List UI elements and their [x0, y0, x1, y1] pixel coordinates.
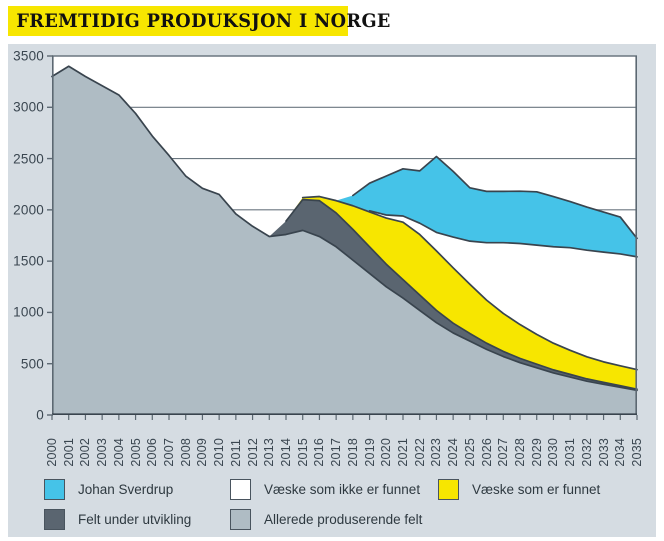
x-axis-tick-label: 2026: [479, 438, 494, 467]
y-axis: 0 500 1000 1500 2000 2500 3000 3500: [8, 49, 44, 423]
y-axis-tick-label: 1000: [13, 304, 44, 320]
x-axis-tick-label: 2011: [228, 439, 243, 467]
area-outline: [301, 195, 638, 371]
y-axis-tick-label: 2500: [13, 151, 44, 167]
legend-swatch: [44, 508, 65, 530]
page-title: FREMTIDIG PRODUKSJON I NORGE: [16, 10, 391, 32]
x-axis-tick-label: 2022: [412, 438, 427, 467]
area-outline: [285, 198, 638, 390]
area-band: [52, 66, 637, 370]
stacked-area-chart: [47, 55, 638, 420]
x-axis-tick-label: 2030: [546, 438, 561, 467]
y-axis-tick-label: 3000: [13, 99, 44, 115]
plot-area: [47, 55, 638, 420]
x-axis-tick-label: 2003: [95, 438, 110, 467]
x-axis-tick-label: 2018: [345, 438, 360, 467]
x-axis-tick-label: 2016: [312, 438, 327, 467]
x-axis-tick-label: 2010: [212, 438, 227, 467]
x-axis-tick-label: 2002: [78, 438, 93, 467]
y-axis-tick-label: 0: [36, 407, 44, 423]
area-band: [52, 66, 637, 257]
area-band: [52, 66, 637, 391]
y-axis-tick-label: 500: [20, 356, 44, 372]
x-axis-tick-label: 2019: [362, 438, 377, 467]
legend-label: Felt under utvikling: [78, 511, 192, 527]
x-axis-tick-label: 2015: [295, 438, 310, 467]
x-axis-tick-label: 2020: [379, 438, 394, 467]
legend-swatch: [438, 478, 459, 500]
chart-legend: Johan Sverdrup Væske som ikke er funnet Væ…: [8, 469, 656, 537]
x-axis-tick-label: 2021: [396, 438, 410, 467]
legend-item[interactable]: Allerede produserende felt: [230, 507, 422, 531]
legend-swatch: [44, 478, 65, 500]
x-axis-tick-label: 2001: [61, 438, 76, 467]
legend-label: Johan Sverdrup: [78, 481, 174, 497]
x-axis-tick-label: 2009: [195, 438, 210, 467]
x-axis-tick-label: 2035: [630, 438, 644, 467]
legend-item[interactable]: Johan Sverdrup: [44, 477, 173, 501]
legend-item[interactable]: Felt under utvikling: [44, 507, 191, 531]
x-axis-tick-label: 2029: [529, 438, 544, 467]
x-axis-tick-label: 2027: [496, 438, 511, 467]
x-axis-tick-label: 2004: [111, 438, 126, 467]
legend-swatch: [230, 478, 251, 500]
legend-label: Væske som er funnet: [472, 481, 601, 497]
legend-item[interactable]: Væske som er funnet: [438, 477, 600, 501]
x-axis-tick-label: 2006: [145, 438, 160, 467]
chart-panel: 0 500 1000 1500 2000 2500 3000 3500 2000 2001 200…: [8, 44, 656, 469]
legend-swatch: [230, 508, 251, 530]
x-axis-tick-label: 2032: [579, 438, 594, 467]
x-axis-tick-label: 2024: [446, 438, 461, 467]
x-axis-tick-label: 2000: [45, 438, 59, 467]
area-band: [52, 66, 637, 390]
y-axis-tick-label: 2000: [13, 202, 44, 218]
legend-label: Allerede produserende felt: [264, 511, 423, 527]
area-outline: [51, 65, 638, 392]
x-axis-tick-label: 2017: [329, 438, 344, 467]
title-banner: FREMTIDIG PRODUKSJON I NORGE: [8, 6, 390, 36]
x-axis-tick-label: 2023: [429, 438, 444, 467]
legend-item[interactable]: Væske som ikke er funnet: [230, 477, 420, 501]
x-axis-tick-label: 2028: [513, 438, 527, 467]
x-axis: 2000 2001 2002 2003 2004 2005 2006 2007 2008 2009…: [45, 419, 644, 467]
y-axis-tick-label: 1500: [13, 253, 44, 269]
x-axis-tick-label: 2005: [128, 438, 143, 467]
x-axis-tick-label: 2013: [262, 438, 277, 467]
area-band: [52, 66, 637, 415]
area-outline: [352, 155, 638, 240]
x-axis-tick-label: 2034: [613, 438, 628, 467]
x-axis-tick-label: 2014: [279, 438, 293, 467]
x-axis-tick-label: 2025: [462, 438, 477, 467]
area-outline: [368, 210, 638, 258]
x-axis-tick-label: 2008: [178, 438, 193, 467]
y-axis-tick-label: 3500: [13, 48, 44, 64]
x-axis-tick-label: 2031: [563, 438, 578, 467]
x-axis-tick-label: 2012: [245, 438, 260, 467]
x-axis-tick-label: 2033: [596, 438, 611, 467]
x-axis-tick-label: 2007: [162, 438, 176, 467]
legend-label: Væske som ikke er funnet: [264, 481, 421, 497]
